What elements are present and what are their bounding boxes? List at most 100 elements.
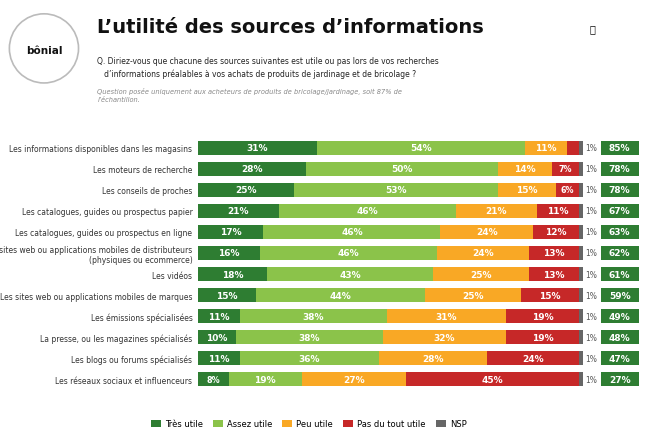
Text: 45%: 45% (482, 375, 503, 384)
Text: 24%: 24% (522, 354, 544, 363)
Bar (437, 246, 529, 261)
Bar (506, 330, 579, 344)
Bar (236, 330, 382, 344)
Bar (317, 141, 525, 155)
Bar (579, 372, 583, 386)
Bar (278, 204, 456, 219)
Text: 1%: 1% (584, 249, 597, 258)
Text: 46%: 46% (356, 207, 378, 216)
Text: 15%: 15% (516, 186, 537, 195)
Bar (198, 288, 256, 303)
Bar (529, 246, 579, 261)
Text: 25%: 25% (236, 186, 257, 195)
Bar (525, 141, 568, 155)
Text: 4528: 4528 (576, 40, 608, 50)
Bar (240, 351, 379, 365)
Text: 24%: 24% (472, 249, 494, 258)
Text: 1%: 1% (584, 228, 597, 237)
Text: 61%: 61% (609, 270, 631, 279)
Bar (433, 267, 529, 282)
Text: 31%: 31% (247, 144, 268, 153)
Text: 14%: 14% (514, 165, 536, 174)
Text: 10%: 10% (207, 333, 228, 342)
Bar (556, 184, 579, 198)
Text: 50%: 50% (391, 165, 413, 174)
Bar (537, 204, 579, 219)
Text: 13%: 13% (543, 249, 565, 258)
Bar (498, 162, 552, 177)
Text: Question posée uniquement aux acheteurs de produits de bricolage/jardinage, soit: Question posée uniquement aux acheteurs … (97, 88, 403, 102)
Bar (260, 246, 437, 261)
Text: 32%: 32% (433, 333, 455, 342)
Text: 11%: 11% (535, 144, 557, 153)
Text: 11%: 11% (547, 207, 568, 216)
Bar (579, 246, 583, 261)
Bar (198, 246, 260, 261)
FancyBboxPatch shape (601, 162, 639, 177)
Text: 21%: 21% (485, 207, 507, 216)
Text: 11%: 11% (209, 354, 230, 363)
Text: L’utilité des sources d’informations: L’utilité des sources d’informations (97, 18, 484, 36)
Bar (198, 162, 306, 177)
Bar (456, 204, 537, 219)
Legend: Très utile, Assez utile, Peu utile, Pas du tout utile, NSP: Très utile, Assez utile, Peu utile, Pas … (147, 416, 470, 432)
Text: 16%: 16% (218, 249, 240, 258)
Bar (579, 184, 583, 198)
Text: 54%: 54% (411, 144, 432, 153)
Text: bônial: bônial (25, 46, 62, 56)
Text: 46%: 46% (338, 249, 359, 258)
Text: 12%: 12% (545, 228, 566, 237)
Text: 62%: 62% (609, 249, 631, 258)
Bar (302, 372, 406, 386)
Bar (552, 162, 579, 177)
Text: % Utile: % Utile (650, 246, 659, 282)
Text: 67%: 67% (609, 207, 631, 216)
Text: 1%: 1% (584, 375, 597, 384)
FancyBboxPatch shape (601, 309, 639, 324)
Text: 53%: 53% (385, 186, 407, 195)
Bar (579, 330, 583, 344)
Text: 49%: 49% (609, 312, 631, 321)
Text: 1%: 1% (584, 186, 597, 195)
Bar (198, 141, 317, 155)
Bar (579, 141, 583, 155)
Text: 59%: 59% (609, 291, 631, 300)
Circle shape (9, 15, 79, 84)
Text: 38%: 38% (299, 333, 320, 342)
Bar (521, 288, 579, 303)
Bar (294, 184, 498, 198)
Text: 31%: 31% (435, 312, 457, 321)
FancyBboxPatch shape (601, 267, 639, 282)
Bar (306, 162, 498, 177)
Bar (198, 184, 294, 198)
Bar (440, 225, 533, 240)
Text: personnes: personnes (574, 61, 611, 67)
Text: 38%: 38% (303, 312, 324, 321)
Bar (198, 351, 240, 365)
Bar (406, 372, 579, 386)
FancyBboxPatch shape (601, 288, 639, 303)
Text: 63%: 63% (609, 228, 631, 237)
Bar (198, 225, 263, 240)
Text: 1%: 1% (584, 333, 597, 342)
Text: 1%: 1% (584, 207, 597, 216)
Text: 25%: 25% (462, 291, 484, 300)
Bar (579, 351, 583, 365)
Bar (506, 309, 579, 324)
Text: 1%: 1% (584, 165, 597, 174)
Bar (486, 351, 579, 365)
Text: 25%: 25% (470, 270, 492, 279)
Bar (229, 372, 302, 386)
Text: 48%: 48% (609, 333, 631, 342)
Text: 28%: 28% (422, 354, 444, 363)
Bar (425, 288, 521, 303)
Text: 7%: 7% (559, 165, 572, 174)
FancyBboxPatch shape (601, 330, 639, 344)
Bar (579, 225, 583, 240)
Text: 13%: 13% (543, 270, 565, 279)
Bar (198, 372, 229, 386)
Bar (382, 330, 506, 344)
Text: 27%: 27% (343, 375, 364, 384)
Bar (256, 288, 425, 303)
Bar (529, 267, 579, 282)
